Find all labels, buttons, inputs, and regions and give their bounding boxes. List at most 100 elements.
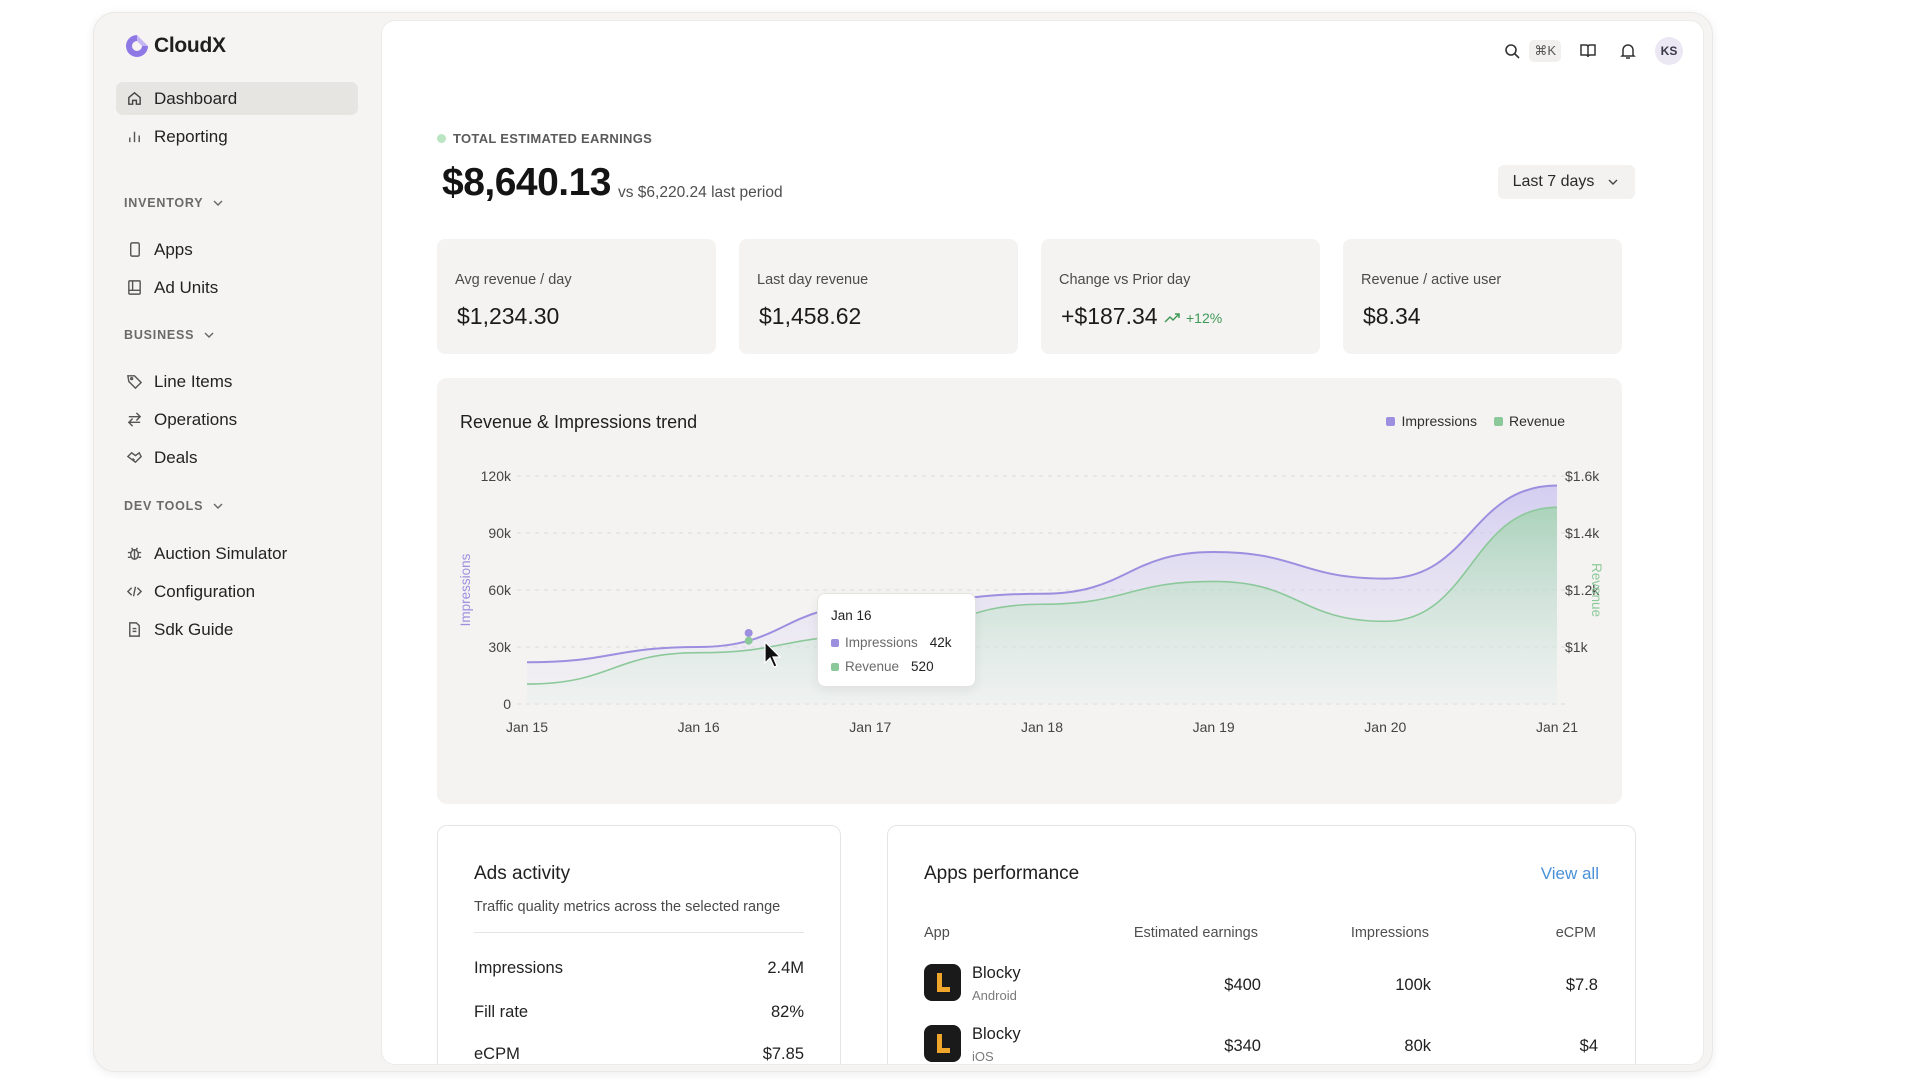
earnings-cell: $340 — [1224, 1037, 1261, 1055]
impressions-hover-point — [744, 629, 753, 637]
column-header-impressions[interactable]: Impressions — [1350, 925, 1429, 941]
impressions-cell: 80k — [1404, 1037, 1431, 1055]
bar-chart-icon — [125, 127, 144, 146]
x-tick-label: Jan 19 — [1193, 719, 1235, 735]
sidebar-item-label: Reporting — [154, 126, 228, 146]
sidebar-item-ad-units[interactable]: Ad Units — [116, 271, 358, 304]
status-dot — [437, 134, 446, 143]
kpi-change-value: +12% — [1186, 310, 1223, 326]
impressions-line — [526, 484, 1558, 664]
card-title: Apps performance — [924, 863, 1080, 884]
section-inventory[interactable]: INVENTORY — [124, 196, 225, 210]
bug-icon — [125, 544, 144, 563]
sidebar-item-auction-simulator[interactable]: Auction Simulator — [116, 537, 358, 570]
legend-item-impressions[interactable]: Impressions — [1386, 413, 1477, 429]
section-label: DEV TOOLS — [124, 499, 204, 513]
y-tick-label: 90k — [488, 525, 512, 541]
y2-tick-label: $1.4k — [1565, 525, 1600, 541]
date-range-select[interactable]: Last 7 days — [1498, 165, 1635, 199]
section-business[interactable]: BUSINESS — [124, 328, 216, 342]
view-all-link[interactable]: View all — [1540, 864, 1599, 883]
legend-swatch — [1386, 416, 1396, 426]
search-shortcut: ⌘K — [1529, 40, 1561, 62]
chevron-down-icon — [204, 332, 214, 338]
tooltip-swatch — [831, 638, 839, 647]
y2-tick-label: $1k — [1565, 639, 1589, 655]
card-title: Ads activity — [474, 863, 571, 884]
column-header-earnings[interactable]: Estimated earnings — [1133, 925, 1258, 941]
sidebar: CloudX Dashboard Reporting INVENTORY App… — [94, 13, 379, 1071]
x-tick-label: Jan 18 — [1021, 719, 1063, 735]
kpi-label: Change vs Prior day — [1059, 272, 1191, 288]
sidebar-item-label: Operations — [154, 409, 238, 429]
table-row[interactable]: Blocky Android $400 100k $7.8 — [924, 964, 1601, 1004]
divider — [474, 932, 804, 933]
card-subtitle: Traffic quality metrics across the selec… — [474, 899, 781, 915]
kpi-value: $1,458.62 — [759, 303, 862, 329]
logo[interactable]: CloudX — [124, 33, 226, 59]
notifications-button[interactable] — [1615, 38, 1641, 64]
tooltip-date: Jan 16 — [831, 608, 872, 623]
sidebar-item-reporting[interactable]: Reporting — [116, 120, 358, 153]
column-header-ecpm[interactable]: eCPM — [1555, 925, 1596, 941]
metric-row: eCPM $7.85 — [474, 1045, 804, 1064]
main-panel: ⌘K KS TOTAL ESTIMATED EARNINGS $8,640.13… — [381, 20, 1704, 1065]
chevron-down-icon — [1608, 179, 1618, 185]
tooltip-label: Revenue — [845, 659, 900, 674]
tooltip-row-impressions: Impressions 42k — [831, 635, 952, 650]
app-platform: iOS — [972, 1049, 994, 1064]
avatar[interactable]: KS — [1655, 37, 1683, 65]
sidebar-item-line-items[interactable]: Line Items — [116, 365, 358, 398]
section-dev-tools[interactable]: DEV TOOLS — [124, 499, 225, 513]
sidebar-item-dashboard[interactable]: Dashboard — [116, 82, 358, 115]
impressions-cell: 100k — [1395, 976, 1431, 994]
y-tick-label: 60k — [488, 582, 512, 598]
metric-value: 82% — [770, 1003, 804, 1021]
sidebar-item-label: Ad Units — [154, 277, 219, 297]
app-icon — [924, 1025, 961, 1062]
app-icon — [924, 964, 961, 1001]
y2-axis-label: Revenue — [1589, 563, 1604, 617]
sidebar-item-label: Deals — [154, 447, 198, 467]
sidebar-item-label: Apps — [154, 239, 193, 259]
table-row[interactable]: Blocky iOS $340 80k $4 — [924, 1025, 1601, 1064]
trend-chart-card: 0 30k 60k 90k 120k $1k $1.2k $1.4k $1.6k Impressi… — [437, 378, 1622, 804]
ecpm-cell: $4 — [1579, 1037, 1598, 1055]
header-actions: ⌘K KS — [1499, 37, 1683, 65]
sidebar-item-sdk-guide[interactable]: Sdk Guide — [116, 613, 358, 646]
tooltip-value: 520 — [911, 659, 934, 674]
ads-activity-card: Ads activity Traffic quality metrics acr… — [437, 825, 841, 1064]
chart-title: Revenue & Impressions trend — [460, 412, 698, 432]
handshake-icon — [125, 448, 144, 467]
legend-label: Revenue — [1508, 413, 1565, 429]
app-window: CloudX Dashboard Reporting INVENTORY App… — [93, 12, 1713, 1072]
y2-tick-label: $1.6k — [1565, 468, 1600, 484]
kpi-card: Revenue / active user $8.34 — [1343, 239, 1622, 354]
docs-button[interactable] — [1575, 38, 1601, 64]
app-name: Blocky — [972, 1025, 1021, 1043]
kpi-label: Revenue / active user — [1361, 272, 1502, 288]
legend-item-revenue[interactable]: Revenue — [1493, 413, 1565, 429]
trend-chart[interactable]: 0 30k 60k 90k 120k $1k $1.2k $1.4k $1.6k Impressi… — [437, 378, 1622, 804]
earnings-compare: vs $6,220.24 last period — [618, 184, 783, 201]
sidebar-item-configuration[interactable]: Configuration — [116, 575, 358, 608]
app-name: CloudX — [154, 34, 226, 57]
apps-performance-card: Apps performance View all App Estimated … — [887, 825, 1636, 1064]
trend-up-icon — [1164, 313, 1180, 323]
chevron-down-icon — [213, 503, 223, 509]
code-icon — [125, 582, 144, 601]
y2-tick-label: $1.2k — [1565, 582, 1600, 598]
metric-label: Fill rate — [474, 1003, 529, 1021]
tooltip-value: 42k — [929, 635, 952, 650]
kpi-change: +12% — [1164, 310, 1222, 326]
x-tick-label: Jan 20 — [1364, 719, 1406, 735]
sidebar-item-deals[interactable]: Deals — [116, 441, 358, 474]
sidebar-item-operations[interactable]: Operations — [116, 403, 358, 436]
sidebar-item-apps[interactable]: Apps — [116, 233, 358, 266]
column-header-app: App — [924, 925, 950, 941]
earnings-label-text: TOTAL ESTIMATED EARNINGS — [453, 131, 653, 146]
x-tick-label: Jan 16 — [678, 719, 720, 735]
earnings-value: $8,640.13 — [442, 161, 612, 204]
search-button[interactable] — [1499, 38, 1525, 64]
legend-label: Impressions — [1401, 413, 1477, 429]
